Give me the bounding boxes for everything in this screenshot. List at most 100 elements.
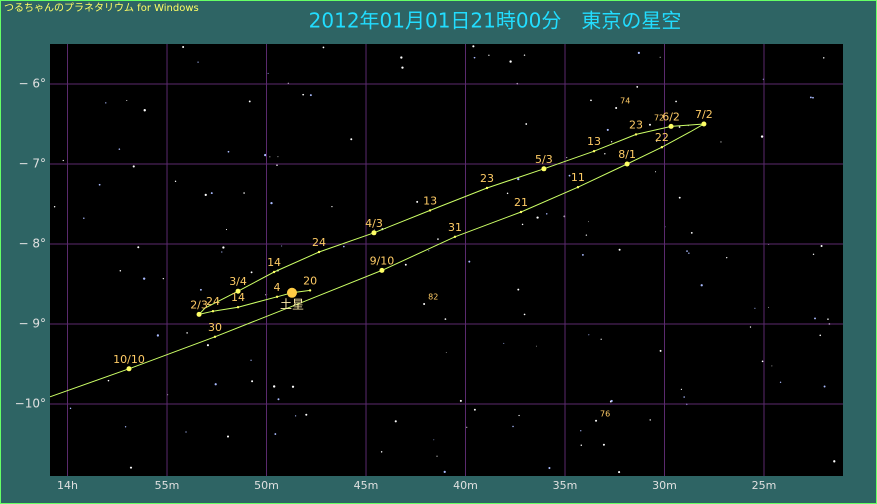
background-star xyxy=(618,248,621,251)
background-star xyxy=(373,229,375,231)
chart-title: 2012年01月01日21時00分 東京の星空 xyxy=(309,9,682,33)
background-star xyxy=(342,245,345,248)
background-star xyxy=(525,123,528,125)
date-point xyxy=(196,311,202,317)
date-point xyxy=(235,288,241,294)
background-star xyxy=(812,253,815,255)
background-star xyxy=(518,414,520,417)
background-star xyxy=(814,317,816,320)
background-star xyxy=(186,332,188,334)
y-tick-label: −10° xyxy=(15,397,46,411)
x-tick-label: 35m xyxy=(553,479,578,492)
date-label: 4/3 xyxy=(365,217,383,230)
background-star xyxy=(523,54,526,56)
background-star xyxy=(618,471,621,474)
background-star xyxy=(545,213,548,215)
background-star xyxy=(585,234,588,236)
star-label: 82 xyxy=(428,293,438,302)
background-star xyxy=(568,174,571,177)
date-label: 20 xyxy=(303,274,317,287)
background-star xyxy=(199,288,202,291)
background-star xyxy=(222,246,225,249)
background-star xyxy=(267,72,269,74)
date-point xyxy=(660,146,664,149)
background-star xyxy=(610,399,613,402)
background-star xyxy=(350,138,353,141)
background-star xyxy=(809,96,812,99)
background-star xyxy=(277,398,280,401)
date-label: 21 xyxy=(514,196,528,209)
background-star xyxy=(535,345,537,347)
background-star xyxy=(156,334,160,337)
background-star xyxy=(162,278,165,280)
background-star xyxy=(400,56,403,59)
background-star xyxy=(637,51,640,55)
background-star xyxy=(509,60,512,63)
background-star xyxy=(291,385,295,388)
background-star xyxy=(690,231,693,234)
background-star xyxy=(611,141,613,143)
date-label: 13 xyxy=(587,135,601,148)
background-star xyxy=(380,451,383,453)
background-star xyxy=(436,455,438,457)
date-point xyxy=(576,186,580,189)
background-star xyxy=(768,306,770,308)
background-star xyxy=(277,156,279,158)
y-tick-label: − 7° xyxy=(18,157,46,171)
background-star xyxy=(142,277,146,280)
background-star xyxy=(126,100,128,102)
star-label: 72 xyxy=(654,113,664,122)
background-star xyxy=(302,93,305,96)
date-point xyxy=(371,230,377,236)
background-star xyxy=(659,349,662,352)
date-point xyxy=(624,161,630,167)
date-label: 31 xyxy=(448,221,462,234)
x-tick-label: 25m xyxy=(752,479,777,492)
background-star xyxy=(428,250,430,252)
background-star xyxy=(274,433,277,435)
date-label: 4 xyxy=(274,281,281,294)
background-star xyxy=(823,57,825,59)
y-tick-label: − 8° xyxy=(18,237,46,251)
background-star xyxy=(678,196,681,199)
background-star xyxy=(226,435,230,438)
background-star xyxy=(819,334,822,337)
date-point xyxy=(428,209,432,212)
background-star xyxy=(754,307,756,309)
date-point xyxy=(308,289,312,292)
background-star xyxy=(749,326,752,328)
background-star xyxy=(437,238,439,240)
saturn-label: 土星 xyxy=(280,297,304,311)
background-star xyxy=(445,352,447,354)
background-star xyxy=(404,263,407,266)
date-point xyxy=(126,366,132,372)
date-point xyxy=(668,123,674,129)
background-star xyxy=(182,46,185,49)
background-star xyxy=(132,165,135,168)
background-star xyxy=(512,425,514,428)
background-star xyxy=(588,334,590,336)
date-point xyxy=(592,150,596,153)
x-tick-label: 55m xyxy=(155,479,180,492)
date-label: 10/10 xyxy=(113,353,145,366)
background-star xyxy=(602,443,605,446)
background-star xyxy=(473,56,476,59)
star-label: 76 xyxy=(600,409,610,418)
star xyxy=(615,107,618,109)
background-star xyxy=(820,244,823,247)
background-star xyxy=(270,201,273,205)
sky-area xyxy=(50,44,843,476)
date-point xyxy=(317,250,321,254)
background-star xyxy=(779,381,782,383)
background-star xyxy=(416,200,419,203)
background-star xyxy=(221,251,223,253)
background-star xyxy=(250,271,253,274)
background-star xyxy=(394,420,397,423)
background-star xyxy=(488,54,490,56)
background-star xyxy=(771,365,773,367)
background-star xyxy=(580,430,582,432)
background-star xyxy=(506,192,509,195)
background-star xyxy=(675,100,677,103)
background-star xyxy=(517,288,520,291)
background-star xyxy=(523,313,526,316)
